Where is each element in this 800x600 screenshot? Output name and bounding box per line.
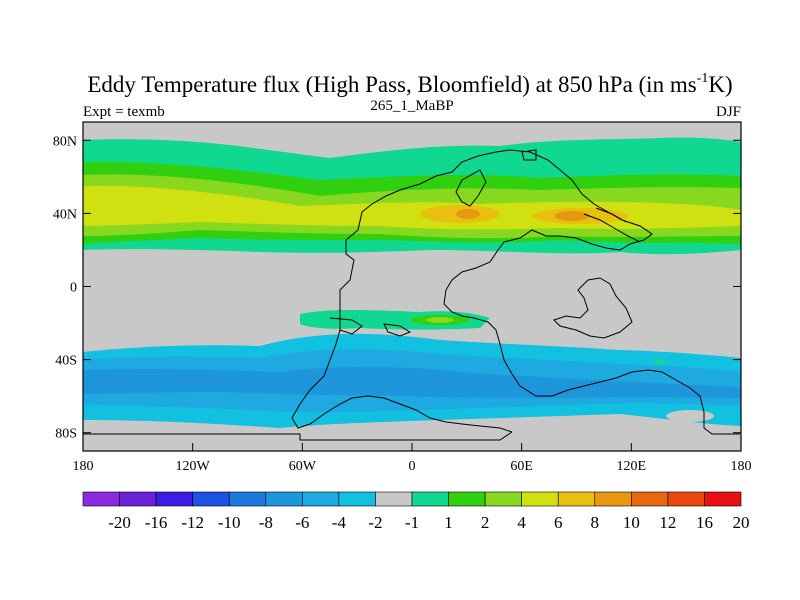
x-tick-label: 120W	[176, 459, 211, 474]
center-string: 265_1_MaBP	[370, 98, 453, 114]
plot-area	[83, 122, 741, 451]
colorbar-segment	[667, 491, 705, 507]
colorbar-label: -20	[108, 513, 131, 532]
continent-outline-6	[553, 277, 633, 339]
field-south-small-grey	[666, 410, 714, 422]
colorbar-segment	[704, 491, 742, 507]
field-north-10to12-a	[456, 209, 480, 219]
colorbar-label: 10	[623, 513, 640, 532]
colorbar-label: -8	[259, 513, 273, 532]
colorbar-segment	[228, 491, 267, 507]
field-north-10to12-b	[554, 211, 590, 221]
colorbar-label: -4	[332, 513, 347, 532]
colorbar-segment	[82, 491, 120, 507]
y-tick-label: 80N	[53, 134, 77, 149]
y-axis: 80N 40N 0 40S 80S	[53, 134, 741, 442]
chart-title-end: K)	[708, 72, 732, 97]
colorbar-segment	[631, 491, 669, 507]
continent-outline-4	[291, 329, 513, 433]
chart-title-main: Eddy Temperature flux (High Pass, Bloomf…	[87, 72, 696, 97]
field-tropical-4to6	[426, 317, 454, 323]
colorbar-label: 1	[444, 513, 453, 532]
colorbar-segment	[484, 491, 522, 507]
x-tick-label: 60W	[289, 459, 317, 474]
colorbar-segment	[557, 491, 596, 507]
y-tick-label: 40S	[55, 354, 77, 369]
colorbar-label: 16	[696, 513, 713, 532]
y-tick-label: 80S	[55, 427, 77, 442]
colorbar-segment	[302, 491, 340, 507]
continent-outline-8	[455, 169, 487, 207]
colorbar-segment	[155, 491, 193, 507]
continent-outline-2	[329, 317, 363, 335]
chart-title-sup: -1	[697, 71, 709, 86]
colorbar-segment	[119, 491, 157, 507]
colorbar-label: -12	[181, 513, 204, 532]
field-south-small-1to2	[654, 359, 666, 365]
x-axis: 180 120W 60W 0 60E 120E 180	[73, 443, 752, 474]
colorbar-label: -10	[218, 513, 241, 532]
continent-outline-9	[521, 149, 537, 161]
right-string: DJF	[716, 104, 741, 120]
left-string: Expt = texmb	[83, 104, 165, 120]
x-tick-label: 60E	[510, 459, 533, 474]
continent-outline-3	[383, 323, 412, 337]
colorbar-label: 2	[481, 513, 490, 532]
colorbar-label: -1	[405, 513, 419, 532]
colorbar-segment	[521, 491, 559, 507]
continent-outline-1	[339, 149, 740, 435]
colorbar-segment	[448, 491, 486, 507]
continent-outlines	[83, 149, 740, 441]
continent-outline-7	[583, 207, 641, 243]
colorbar-label: -16	[145, 513, 168, 532]
x-tick-label: 180	[73, 459, 94, 474]
colorbar-segment	[338, 491, 376, 507]
x-tick-label: 0	[409, 459, 416, 474]
continent-outline-5	[83, 431, 513, 441]
colorbar-label: 20	[733, 513, 750, 532]
chart-title: Eddy Temperature flux (High Pass, Bloomf…	[87, 71, 732, 97]
colorbar-label: -6	[295, 513, 309, 532]
colorbar-label: 8	[591, 513, 600, 532]
colorbar-segment	[411, 491, 449, 507]
colorbar-label: 12	[659, 513, 676, 532]
y-tick-label: 0	[70, 281, 77, 296]
colorbar-label: -2	[368, 513, 382, 532]
colorbar-label: 6	[554, 513, 563, 532]
colorbar-segment	[375, 491, 413, 507]
colorbar-label: 4	[517, 513, 526, 532]
y-tick-label: 40N	[53, 207, 77, 222]
colorbar-segment	[265, 491, 303, 507]
colorbar: -20 -16 -12 -10 -8 -6 -4 -2 -1 1 2 4 6 8 10 12 16 20	[82, 491, 750, 532]
x-tick-label: 180	[731, 459, 752, 474]
x-tick-label: 120E	[617, 459, 647, 474]
colorbar-segment	[192, 491, 230, 507]
field-south-m4tom6	[83, 366, 741, 398]
colorbar-segment	[594, 491, 632, 507]
